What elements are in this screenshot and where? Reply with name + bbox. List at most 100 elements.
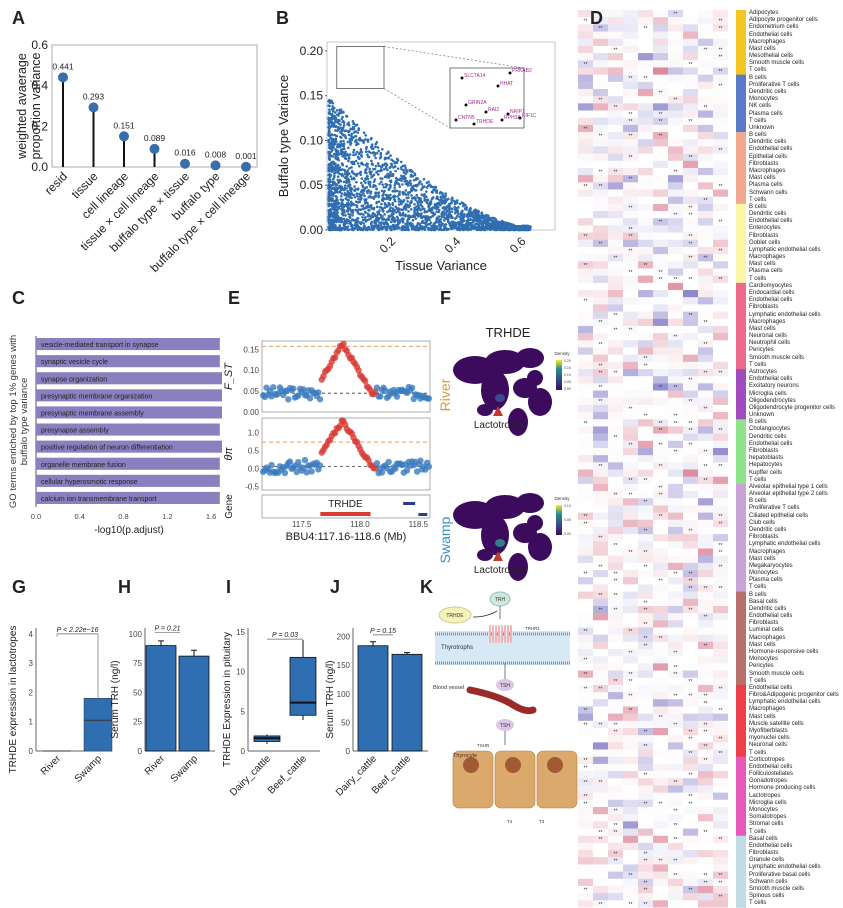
data-point <box>393 195 397 198</box>
data-point <box>392 198 396 201</box>
significance-mark: ** <box>629 177 633 183</box>
data-point <box>487 218 490 222</box>
heatmap-cell <box>593 182 608 190</box>
heatmap-cell <box>608 477 623 484</box>
heatmap-cell <box>593 793 608 800</box>
tissue-color-bar <box>736 706 746 714</box>
data-point <box>372 224 375 228</box>
data-point <box>351 226 355 230</box>
heatmap-cell <box>698 38 713 46</box>
heatmap-cell <box>668 750 683 757</box>
heatmap-cell <box>683 720 698 728</box>
heatmap-cell <box>713 167 728 176</box>
heatmap-cell <box>668 483 683 492</box>
significance-mark: ** <box>629 248 633 254</box>
panel-label-h: H <box>118 577 131 597</box>
heatmap-cell <box>653 793 668 800</box>
data-point <box>486 226 489 229</box>
density-legend-title: Density <box>554 496 570 501</box>
x-tick-label: 118.0 <box>350 520 370 529</box>
heatmap-cell <box>668 641 683 650</box>
data-point <box>389 179 393 183</box>
heatmap-cell <box>608 404 623 413</box>
heatmap-cell <box>593 46 608 53</box>
heatmap-cell <box>623 45 638 54</box>
data-point <box>328 169 332 172</box>
data-point <box>390 212 394 216</box>
heatmap-cell <box>638 799 653 807</box>
tissue-color-bar <box>736 146 746 154</box>
heatmap-cell <box>623 692 638 700</box>
heatmap-cell <box>608 161 623 168</box>
data-point <box>382 185 386 189</box>
data-point <box>356 188 360 191</box>
significance-mark: ** <box>629 708 633 714</box>
heatmap-cell <box>713 491 728 499</box>
heatmap-cell <box>698 17 713 25</box>
heatmap-cell <box>608 391 623 398</box>
data-point <box>345 227 348 231</box>
tissue-color-bar <box>736 419 746 427</box>
heatmap-cell <box>668 440 683 448</box>
heatmap-row-label: Smooth muscle cells <box>749 354 805 361</box>
data-point <box>451 223 454 227</box>
heatmap-row-label: Proliferative basal cells <box>749 871 811 878</box>
heatmap-cell <box>578 563 593 570</box>
gene-point <box>508 71 512 75</box>
data-point <box>338 186 342 190</box>
x-tick-label: Swamp <box>73 753 105 785</box>
go-term-label: cellular hyperosmotic response <box>41 479 138 486</box>
heatmap-cell <box>608 268 623 275</box>
significance-mark: ** <box>659 134 663 140</box>
data-point <box>327 194 331 197</box>
data-point <box>380 228 384 231</box>
heatmap-cell <box>593 800 608 807</box>
heatmap-cell <box>713 405 728 412</box>
heatmap-cell <box>623 793 638 800</box>
window-point <box>403 467 411 474</box>
data-point <box>392 224 396 227</box>
data-point <box>396 215 399 219</box>
heatmap-cell <box>578 10 593 18</box>
heatmap-row-label: Oligodendrocyte progenitor cells <box>749 404 836 411</box>
significance-mark: ** <box>659 428 663 434</box>
heatmap-cell <box>683 203 698 212</box>
data-point <box>356 220 360 223</box>
heatmap-cell <box>593 354 608 362</box>
heatmap-cell <box>593 541 608 549</box>
y-tick-label: 50 <box>341 718 350 727</box>
significance-mark: ** <box>599 169 603 175</box>
data-point <box>327 173 330 177</box>
data-point <box>373 167 377 171</box>
y-tick-label: 4 <box>29 630 34 639</box>
data-point <box>383 223 386 226</box>
data-point <box>388 166 392 170</box>
significance-mark: ** <box>614 371 618 377</box>
window-point <box>308 468 315 475</box>
data-point <box>435 218 438 222</box>
heatmap-cell <box>653 477 668 484</box>
data-point <box>331 145 334 148</box>
data-point <box>358 195 362 198</box>
go-term-label: organelle membrane fusion <box>41 462 126 469</box>
heatmap-cell <box>638 268 653 275</box>
significance-mark: ** <box>674 722 678 728</box>
heatmap-cell <box>713 361 728 369</box>
data-point <box>401 219 404 223</box>
lollipop-dot <box>180 158 190 169</box>
data-point <box>328 98 331 102</box>
t3-label: T3 <box>539 819 545 824</box>
heatmap-cell <box>623 297 638 304</box>
data-point <box>378 205 382 209</box>
data-point <box>480 215 484 219</box>
data-point <box>380 225 384 229</box>
tissue-color-bar <box>736 713 746 722</box>
data-point <box>390 162 393 166</box>
data-point <box>353 203 356 207</box>
heatmap-cell <box>683 318 698 326</box>
y-tick-label: 5 <box>241 707 246 716</box>
tissue-color-bar <box>736 476 746 485</box>
data-point <box>447 203 451 207</box>
significance-mark: ** <box>584 887 588 893</box>
data-point <box>392 210 395 213</box>
